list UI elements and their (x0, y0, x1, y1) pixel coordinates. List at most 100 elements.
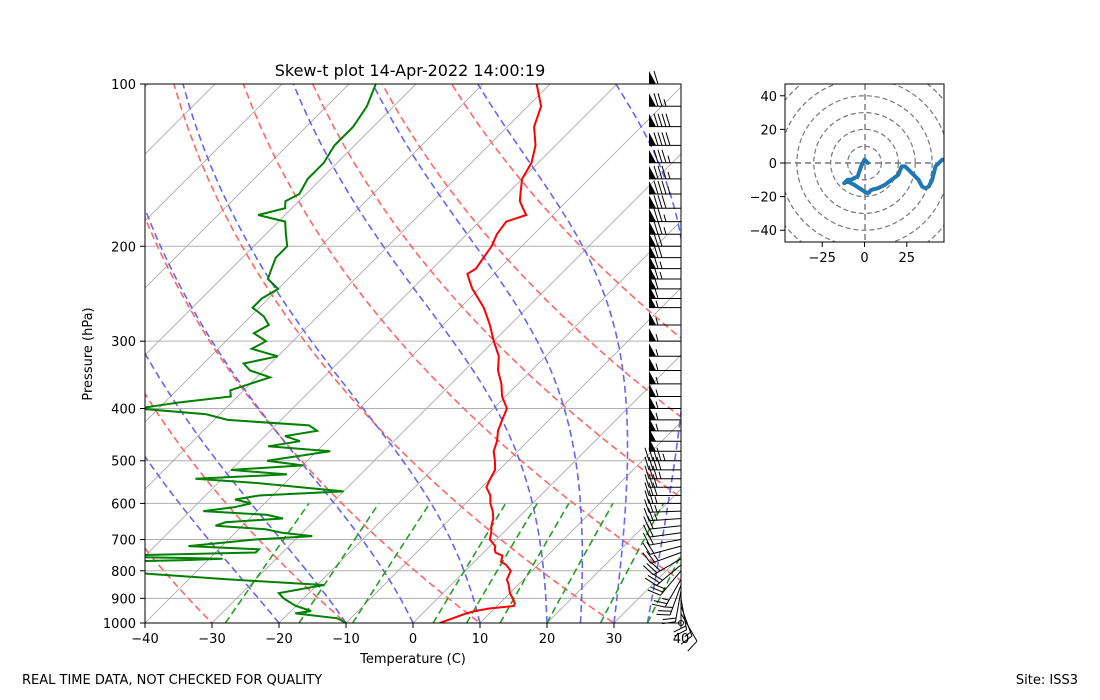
barb-full (665, 113, 671, 127)
barb-half (662, 453, 666, 461)
skewt-gridlines (0, 72, 681, 634)
hodograph-x-ticks: −25 0 25 (808, 242, 915, 266)
site-label: Site: ISS3 (1015, 673, 1078, 688)
wind-barb (649, 383, 681, 398)
barb-full (648, 482, 654, 496)
isotherm-line (0, 72, 26, 634)
x-tick-label: 0 (409, 632, 417, 647)
wind-barb (649, 244, 681, 259)
isotherm-line (145, 84, 484, 423)
dry-adiabat-line (381, 84, 681, 418)
barb-pennant (649, 113, 656, 127)
barb-full (652, 456, 658, 471)
barb-full (648, 490, 654, 504)
barb-full (652, 474, 658, 488)
barb-pennant (649, 343, 656, 357)
wind-barb (649, 132, 681, 146)
isotherm-line (546, 488, 681, 623)
barb-full (661, 195, 667, 209)
isotherm-line (412, 354, 681, 623)
dry-adiabat-line (145, 215, 482, 623)
barb-pennant (649, 357, 656, 371)
barb-full (647, 507, 654, 521)
barb-pennant (649, 208, 656, 222)
isotherm-line (145, 86, 681, 623)
isotherm-line (145, 84, 149, 88)
hodo-y-tick-label: −40 (750, 224, 777, 239)
wind-barb (644, 499, 682, 513)
barb-full (643, 516, 650, 530)
barb-full (661, 132, 667, 146)
wind-barb (649, 417, 681, 432)
wind-barb (649, 312, 681, 326)
barb-full (661, 113, 667, 127)
hodograph-trace (842, 157, 944, 196)
barb-full (653, 113, 659, 127)
barb-half (663, 99, 667, 107)
wind-barb (661, 590, 682, 625)
barb-full (657, 244, 663, 258)
barb-shaft (649, 539, 682, 546)
mixing-ratio-line (499, 502, 570, 623)
barb-full (644, 447, 650, 461)
y-tick-label: 900 (111, 592, 136, 607)
barb-full (644, 474, 650, 488)
barb-full (644, 482, 650, 496)
wind-barb (642, 550, 682, 564)
moist-adiabats (145, 84, 681, 623)
dry-adiabat-line (311, 84, 681, 499)
barb-full (661, 621, 676, 625)
isotherm-line (145, 84, 417, 356)
mixing-ratio-line (680, 621, 681, 623)
barb-half (655, 412, 659, 421)
barb-full (657, 233, 663, 247)
barb-pennant (649, 255, 656, 269)
barb-pennant (649, 244, 656, 258)
moist-adiabat-line (615, 84, 681, 623)
barb-full (657, 195, 663, 209)
wind-barb (649, 406, 681, 421)
wind-barb (656, 584, 682, 616)
x-tick-label: −20 (265, 632, 292, 647)
barb-pennant (649, 417, 656, 431)
y-tick-label: 500 (111, 455, 136, 470)
y-tick-label: 200 (111, 240, 136, 255)
barb-pennant (649, 328, 656, 342)
barb-full (642, 532, 650, 546)
barb-full (652, 482, 658, 496)
wind-barbs (642, 70, 698, 652)
barb-half (655, 423, 659, 431)
barb-shaft (674, 590, 682, 623)
hodo-x-tick-label: 25 (899, 251, 916, 266)
barb-full (651, 603, 666, 608)
wind-barb (649, 370, 681, 385)
barb-full (661, 165, 667, 180)
barb-full (674, 629, 687, 637)
barb-full (653, 149, 659, 163)
x-tick-label: 20 (539, 632, 556, 647)
barb-half (663, 214, 667, 222)
dry-adiabat-line (173, 84, 616, 623)
wind-barb (673, 598, 688, 637)
barb-pennant (649, 71, 656, 84)
hodograph-y-ticks: −40 −20 0 20 40 (750, 90, 785, 239)
dry-adiabats (145, 84, 681, 623)
barb-pennant (649, 233, 656, 247)
wind-barb (643, 507, 682, 522)
barb-full (657, 610, 672, 612)
barb-full (647, 515, 654, 529)
wind-barb (644, 474, 681, 488)
barb-half (655, 376, 659, 384)
barb-full (657, 93, 663, 107)
hodo-x-tick-label: 0 (860, 251, 868, 266)
wind-barb (643, 515, 682, 530)
isotherm-line (680, 622, 681, 623)
barb-full (653, 132, 659, 146)
mixing-ratio-line (432, 502, 507, 623)
barb-shaft (656, 564, 682, 586)
barb-full (657, 180, 663, 195)
wind-barb (649, 113, 681, 128)
barb-full (644, 456, 650, 471)
barb-shaft (653, 558, 682, 576)
barb-full (648, 456, 654, 471)
